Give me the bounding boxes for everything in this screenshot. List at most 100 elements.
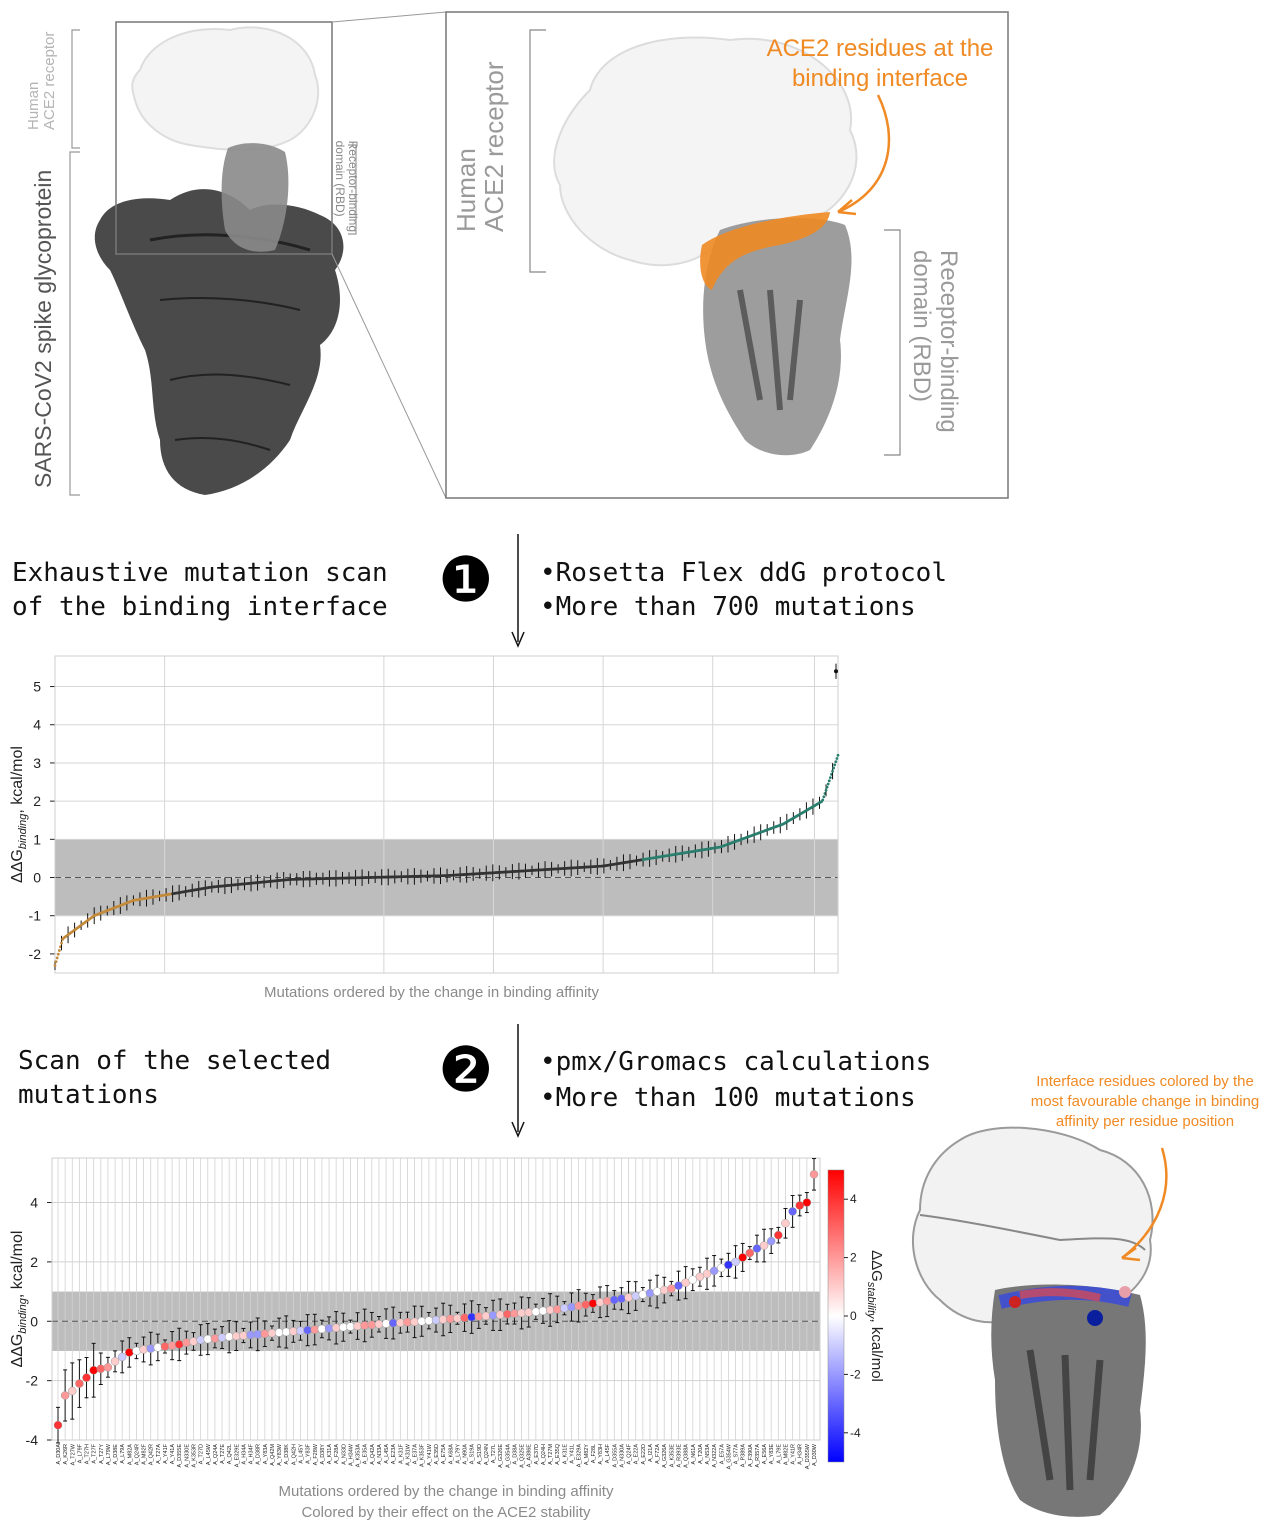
step1-bullet-1: •Rosetta Flex ddG protocol [540, 558, 947, 588]
data-point [652, 1287, 662, 1296]
ace2-label-left: Human ACE2 receptor [25, 31, 58, 130]
data-point [759, 1241, 769, 1250]
x-tick-label: A_T27L [491, 1444, 497, 1463]
data-point [55, 956, 59, 960]
data-point [160, 1342, 170, 1351]
chart-flexddg: -2 -1 0 1 2 3 4 5 ΔΔGbinding, kcal/mol Mutations … [9, 655, 840, 1001]
data-point [453, 1314, 462, 1323]
data-point [724, 1260, 733, 1270]
x-tick-label: A_K353E [669, 1444, 675, 1468]
x-tick-label: A_H34F [249, 1443, 255, 1464]
data-point [709, 1266, 719, 1276]
x-tick-label: A_E35A [363, 1444, 369, 1465]
y-tick-label: -2 [29, 946, 42, 962]
x-tick-label: A_K26R [63, 1444, 69, 1465]
data-point [731, 1257, 740, 1267]
data-point [246, 1330, 255, 1340]
x-tick-label: A_N33D [341, 1444, 347, 1465]
data-point [353, 1321, 362, 1331]
x-tick-label: A_M82E [783, 1444, 789, 1465]
structure-panel [69, 11, 1009, 499]
data-point [702, 1269, 712, 1279]
data-point [417, 1317, 426, 1326]
y-axis-label: ΔΔGbinding, kcal/mol [9, 746, 29, 883]
x-axis-label: Mutations ordered by the change in bindi… [264, 984, 599, 1001]
data-point [809, 1170, 819, 1179]
data-point [239, 1331, 248, 1340]
x-tick-label: A_H34W [348, 1443, 354, 1466]
x-tick-label: A_Q42R [149, 1444, 155, 1465]
x-tick-label: A_Y41W [427, 1443, 433, 1466]
data-point [217, 1333, 227, 1342]
x-tick-label: A_Q42M [270, 1444, 276, 1466]
step2-bullet-2-text: More than 100 mutations [555, 1083, 916, 1113]
colored-structure [912, 1126, 1168, 1517]
data-point [253, 1330, 262, 1339]
x-tick-label: A_T27M [548, 1444, 554, 1465]
x-tick-label: A_H34R [798, 1444, 804, 1465]
data-point [745, 1248, 755, 1258]
interface-arrowhead [837, 199, 857, 216]
data-point [60, 941, 63, 945]
y-tick-label: 3 [33, 755, 41, 771]
bracket-rbd-left [348, 144, 357, 235]
x-tick-label: A_E57A [719, 1444, 725, 1465]
data-point [60, 1391, 70, 1400]
data-point [695, 1272, 705, 1281]
x-tick-label: A_Q42H [291, 1444, 297, 1465]
step1-title: Exhaustive mutation scan of the binding … [12, 558, 388, 622]
data-point [474, 1312, 484, 1321]
x-tick-label: A_F72A [655, 1444, 661, 1464]
data-point [517, 1308, 526, 1318]
x-tick-label: A_K68A [448, 1444, 454, 1465]
data-point [224, 1332, 234, 1341]
data-point [788, 1207, 797, 1216]
x-tick-label: A_N330E [184, 1444, 190, 1468]
y-tick-label: -4 [26, 1432, 39, 1448]
data-point [802, 1198, 812, 1207]
colorbar-tick-label: 0 [850, 1309, 857, 1323]
x-tick-label: A_D38E [113, 1444, 119, 1465]
data-points [53, 1158, 819, 1444]
x-tick-label: A_E23A [391, 1444, 397, 1465]
x-tick-label: A_S19D [477, 1444, 483, 1465]
data-point [317, 1324, 327, 1334]
x-tick-label: A_G326A [662, 1444, 668, 1468]
x-tick-label: A_G354W [726, 1443, 732, 1469]
x-tick-label: A_T27F [92, 1443, 98, 1463]
data-point [538, 1306, 548, 1316]
data-point [552, 1305, 562, 1314]
step1-bullet-1-text: Rosetta Flex ddG protocol [555, 558, 947, 588]
data-point [488, 1311, 498, 1320]
x-tick-label: A_D38Y [320, 1444, 326, 1465]
x-tick-label: A_F28W [313, 1443, 319, 1465]
x-tick-label: A_F390A [748, 1444, 754, 1467]
data-point [495, 1310, 505, 1319]
data-point [503, 1309, 512, 1319]
step1-bullets: •Rosetta Flex ddG protocol •More than 70… [540, 556, 947, 624]
x-tick-label: A_Q24R [134, 1444, 140, 1465]
ace2-label-right: Human ACE2 receptor [451, 61, 509, 232]
x-tick-label: A_Y83H [598, 1444, 604, 1465]
x-tick-label: A_N53A [705, 1444, 711, 1465]
x-tick-label: A_Q24N [484, 1444, 490, 1465]
data-point [822, 795, 826, 799]
plot-frame [51, 1157, 821, 1441]
zoom-box [115, 21, 333, 255]
x-tick-label: A_Q325E [520, 1444, 526, 1468]
x-axis-label: Mutations ordered by the change in bindi… [279, 1483, 614, 1500]
rbd-zoom [703, 218, 852, 456]
plot-frame [54, 655, 839, 974]
data-point [667, 1284, 676, 1293]
x-tick-label: A_L45Y [298, 1444, 304, 1464]
spike-protein-left [94, 189, 344, 495]
step2-bullet-1-text: pmx/Gromacs calculations [555, 1047, 932, 1077]
spike-label: SARS-CoV2 spike glycoprotein [30, 169, 56, 488]
data-point [795, 1201, 804, 1210]
data-point [681, 1278, 690, 1287]
x-tick-label: A_T27W [70, 1443, 76, 1465]
x-axis-label-2: Colored by their effect on the ACE2 stab… [301, 1504, 591, 1521]
x-tick-label: A_D355A [612, 1444, 618, 1468]
x-tick-label: A_Y41A [170, 1444, 176, 1465]
